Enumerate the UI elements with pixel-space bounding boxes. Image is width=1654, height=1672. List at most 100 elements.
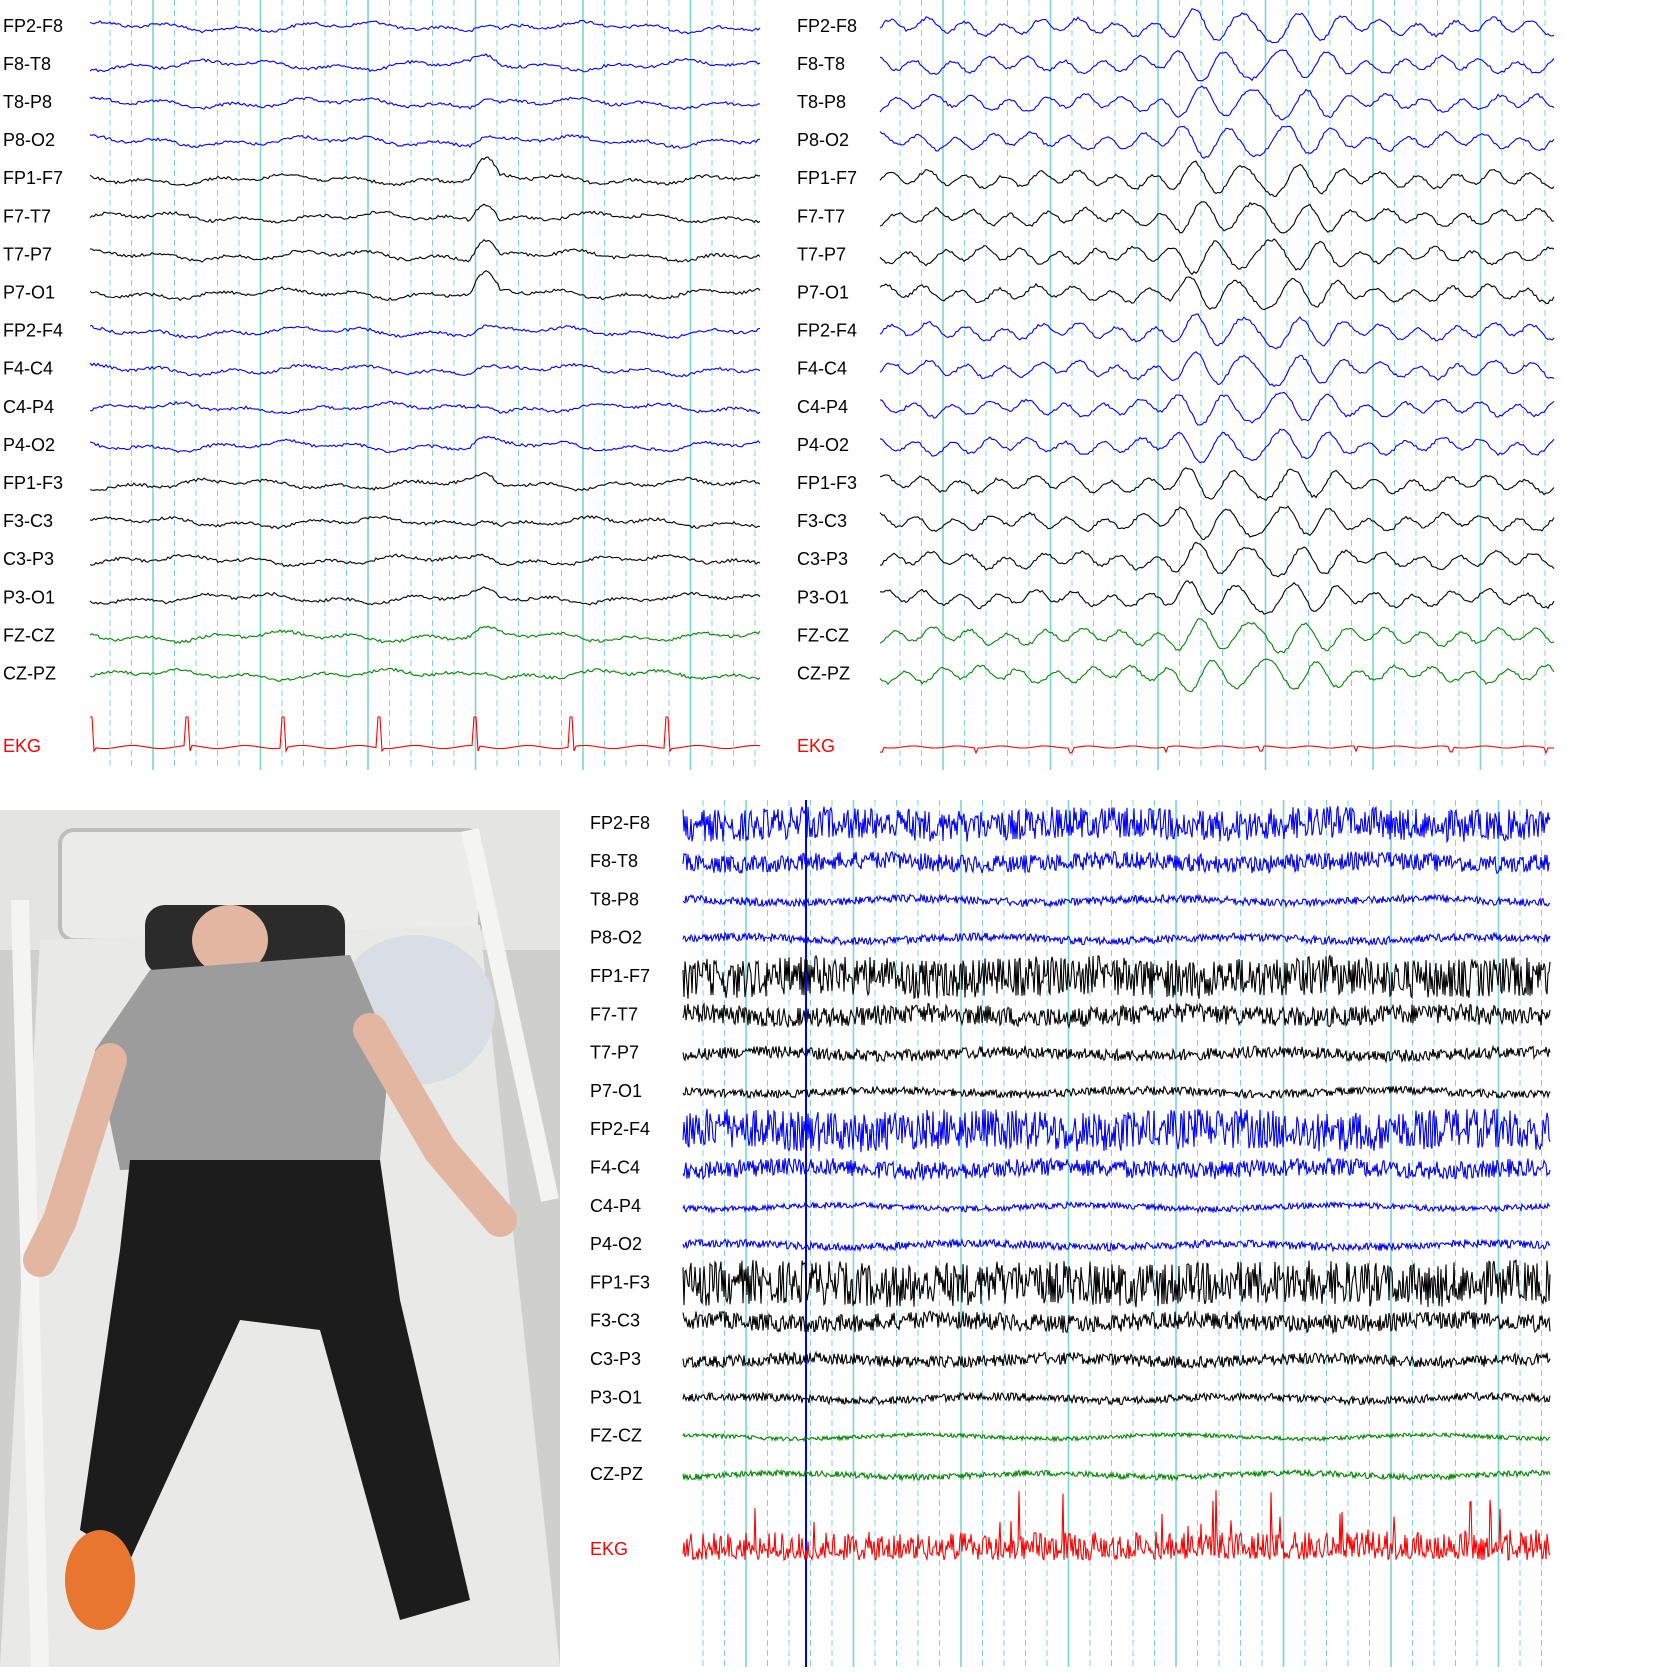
eeg-trace <box>879 201 1554 234</box>
channel-label: P4-O2 <box>3 435 55 455</box>
eeg-trace <box>89 239 761 263</box>
channel-label: FZ-CZ <box>590 1426 642 1446</box>
bed-rail-left <box>11 899 49 1668</box>
channel-label: T8-P8 <box>590 889 639 909</box>
bed-rail-right <box>461 828 559 1202</box>
channel-label: P3-O1 <box>590 1387 642 1407</box>
channel-label: FP2-F8 <box>3 16 63 36</box>
channel-label: FP1-F3 <box>3 473 63 493</box>
channel-label: F4-C4 <box>797 359 847 379</box>
eeg-trace <box>879 541 1555 578</box>
eeg-trace <box>682 850 1551 875</box>
channel-label: C4-P4 <box>3 397 54 417</box>
channel-label: CZ-PZ <box>590 1464 643 1484</box>
eeg-trace <box>90 716 761 754</box>
channel-label: F7-T7 <box>3 206 51 226</box>
channel-label: P8-O2 <box>590 928 642 948</box>
eeg-trace <box>682 954 1551 1000</box>
eeg-trace <box>682 1108 1551 1153</box>
channel-label: FP1-F3 <box>797 473 857 493</box>
eeg-trace <box>89 324 761 339</box>
channel-label: P7-O1 <box>797 282 849 302</box>
eeg-trace <box>89 53 761 73</box>
channel-label: FP1-F7 <box>3 168 63 188</box>
eeg-trace <box>879 276 1555 311</box>
channel-label: FZ-CZ <box>797 625 849 645</box>
sock <box>65 1530 135 1630</box>
channel-label: FP1-F3 <box>590 1272 650 1292</box>
channel-label: C3-P3 <box>590 1349 641 1369</box>
eeg-trace <box>879 8 1555 44</box>
channel-label: F8-T8 <box>3 54 51 74</box>
eeg-trace <box>682 1431 1551 1443</box>
eeg-trace <box>879 125 1555 159</box>
channel-label: T8-P8 <box>3 92 52 112</box>
channel-label: CZ-PZ <box>797 663 850 683</box>
eeg-trace <box>682 805 1551 844</box>
eeg-trace <box>879 391 1555 426</box>
channel-label: EKG <box>3 736 41 756</box>
eeg-trace <box>89 270 761 302</box>
eeg-trace <box>682 1200 1550 1215</box>
eeg-trace <box>682 1002 1551 1030</box>
eeg-panel: FP2-F8 F8-T8 T8-P8 P8-O2 FP1-F7 F7-T7 T7-P7 P7-… <box>797 0 1555 770</box>
channel-label: P4-O2 <box>590 1234 642 1254</box>
channel-label: F4-C4 <box>590 1157 640 1177</box>
channel-label: C4-P4 <box>797 397 848 417</box>
patient-photo <box>0 810 560 1668</box>
eeg-trace <box>89 472 761 492</box>
head <box>192 905 268 975</box>
channel-label: F3-C3 <box>590 1311 640 1331</box>
channel-label: FP2-F4 <box>3 321 63 341</box>
eeg-trace <box>879 160 1555 197</box>
eeg-trace <box>682 1237 1551 1253</box>
eeg-trace <box>89 515 761 530</box>
eeg-trace <box>89 156 761 187</box>
eeg-trace <box>879 580 1555 616</box>
channel-label: CZ-PZ <box>3 663 56 683</box>
eeg-trace <box>879 745 1555 755</box>
eeg-trace <box>89 133 761 149</box>
shirt <box>95 955 390 1170</box>
channel-label: P4-O2 <box>797 435 849 455</box>
eeg-trace <box>879 313 1555 350</box>
eeg-trace <box>682 931 1551 947</box>
channel-label: P8-O2 <box>797 130 849 150</box>
channel-label: FP1-F7 <box>797 168 857 188</box>
channel-label: FP2-F4 <box>590 1119 650 1139</box>
eeg-trace <box>879 85 1555 121</box>
eeg-trace <box>89 667 761 682</box>
eeg-trace <box>682 1350 1551 1369</box>
channel-label: F7-T7 <box>590 1004 638 1024</box>
eeg-trace <box>682 1391 1551 1406</box>
eeg-trace <box>682 1309 1551 1334</box>
channel-label: T8-P8 <box>797 92 846 112</box>
eeg-trace <box>89 362 761 378</box>
channel-label: FP2-F4 <box>797 321 857 341</box>
channel-label: FP2-F8 <box>797 16 857 36</box>
channel-label: P3-O1 <box>3 587 55 607</box>
eeg-panel: FP2-F8 F8-T8 T8-P8 P8-O2 FP1-F7 F7-T7 T7-P7 P7-… <box>3 0 761 770</box>
channel-label: EKG <box>590 1539 628 1559</box>
channel-label: F7-T7 <box>797 206 845 226</box>
channel-label: P3-O1 <box>797 587 849 607</box>
leggings <box>80 1160 470 1620</box>
eeg-trace <box>682 1156 1551 1182</box>
channel-label: T7-P7 <box>3 244 52 264</box>
channel-label: FZ-CZ <box>3 625 55 645</box>
eeg-trace <box>89 400 761 415</box>
channel-label: FP2-F8 <box>590 813 650 833</box>
channel-label: FP1-F7 <box>590 966 650 986</box>
eeg-trace <box>879 505 1555 541</box>
channel-label: F8-T8 <box>590 851 638 871</box>
eeg-trace <box>682 1490 1551 1562</box>
channel-label: P8-O2 <box>3 130 55 150</box>
eeg-trace <box>879 658 1555 693</box>
eeg-panel: FP2-F8 F8-T8 T8-P8 P8-O2 FP1-F7 F7-T7 T7-P7 P7-… <box>590 800 1551 1667</box>
channel-label: P7-O1 <box>3 282 55 302</box>
eeg-trace <box>89 203 761 224</box>
channel-label: F3-C3 <box>3 511 53 531</box>
channel-label: EKG <box>797 736 835 756</box>
channel-label: T7-P7 <box>590 1043 639 1063</box>
